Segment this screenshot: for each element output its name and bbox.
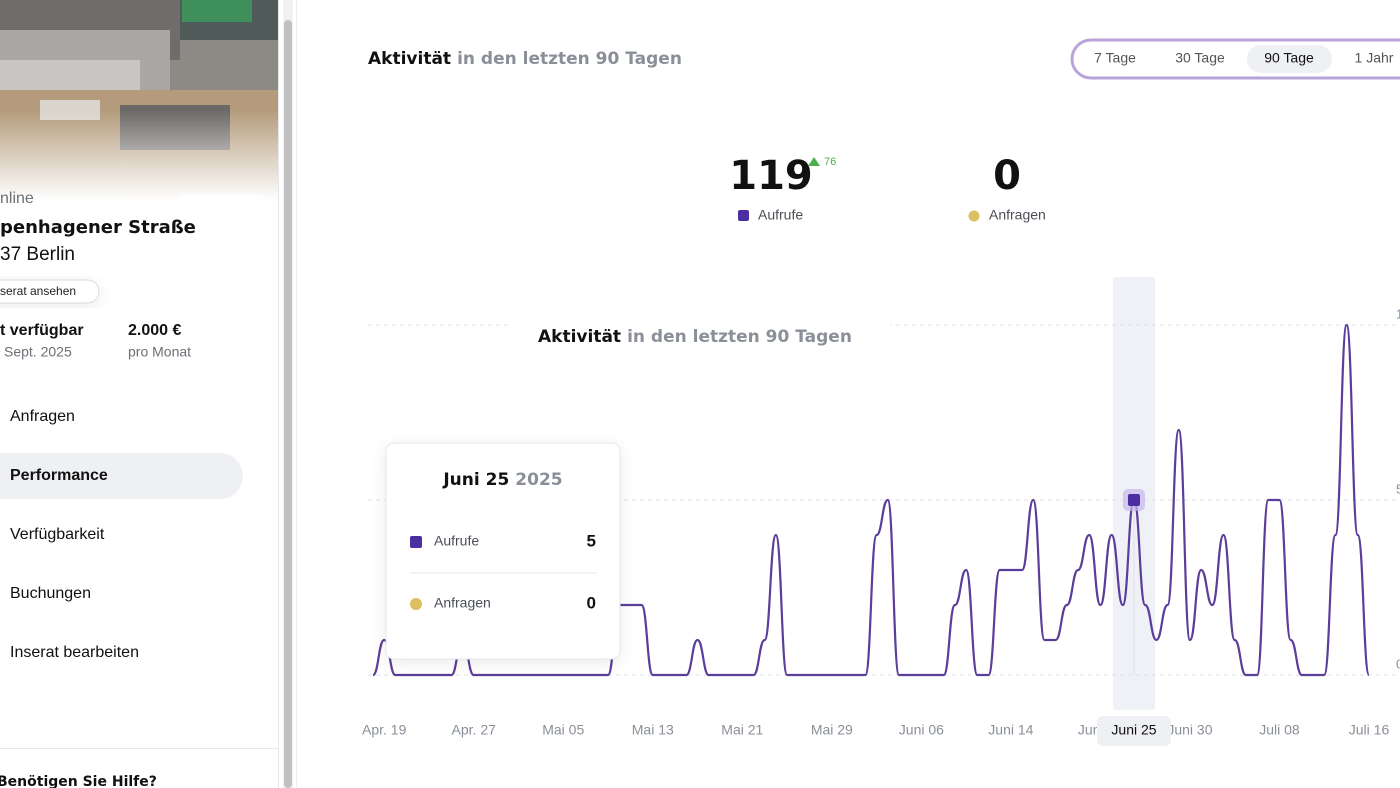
chart-subtitle: in den letzten 90 Tagen xyxy=(627,327,852,347)
legend-swatch xyxy=(968,210,980,222)
menu: Anfragen Performance Verfügbarkeit Buchunge… xyxy=(10,408,139,661)
tooltip-box xyxy=(385,442,621,660)
menu-active-bg xyxy=(0,453,243,499)
listing-photo xyxy=(0,0,278,222)
y-tick-label: 10 xyxy=(1396,306,1400,321)
chart-title: Aktivität xyxy=(538,327,621,347)
range-option[interactable]: 7 Tage xyxy=(1094,50,1136,66)
tooltip-date: Juni 25 xyxy=(442,470,509,490)
menu-item[interactable]: Performance xyxy=(10,467,108,484)
menu-item[interactable]: Verfügbarkeit xyxy=(10,526,105,543)
legend-label: Anfragen xyxy=(989,207,1046,223)
x-tick-label: Mai 05 xyxy=(542,722,584,738)
stat-value: 119 xyxy=(729,153,813,199)
city: 37 Berlin xyxy=(0,244,75,265)
menu-item[interactable]: Inserat bearbeiten xyxy=(10,644,139,661)
help-heading: Benötigen Sie Hilfe? xyxy=(0,774,157,788)
x-tick-label: Mai 29 xyxy=(811,722,853,738)
ranges: 7 Tage 30 Tage 90 Tage 1 Jahr xyxy=(1094,50,1394,66)
chart-heading: Aktivität in den letzten 90 Tagen xyxy=(538,327,852,347)
main-border xyxy=(296,0,297,788)
x-tick-label: Juni 14 xyxy=(988,722,1033,738)
tooltip-title: Juni 25 2025 xyxy=(442,470,562,490)
range-option[interactable]: 1 Jahr xyxy=(1355,50,1394,66)
y-tick-label: 5 xyxy=(1396,481,1400,496)
legend-label: Aufrufe xyxy=(758,207,803,223)
tooltip-year: 2025 xyxy=(515,470,562,490)
title: Aktivität xyxy=(368,49,451,69)
street: penhagener Straße xyxy=(0,217,196,238)
tooltip-swatch xyxy=(410,536,422,548)
scrollbar-thumb[interactable] xyxy=(284,20,292,788)
tooltip-label: Aufrufe xyxy=(434,533,479,549)
x-tick-label: Juli 08 xyxy=(1259,722,1300,738)
stat-value: 0 xyxy=(993,153,1021,199)
chart: 0 5 10 Aktivität in den letzten 90 Tagen Apr.… xyxy=(362,277,1400,746)
range-active-bg xyxy=(1247,45,1332,73)
availability-date: Sept. 2025 xyxy=(4,344,72,360)
tooltip-value: 0 xyxy=(587,593,596,612)
status: nline xyxy=(0,190,34,207)
button-label: serat ansehen xyxy=(0,284,76,298)
x-tick-label: Apr. 19 xyxy=(362,722,407,738)
sidebar-border xyxy=(278,0,279,788)
x-tick-label: Apr. 27 xyxy=(452,722,497,738)
menu-item[interactable]: Anfragen xyxy=(10,408,75,425)
x-tick-label: Mai 13 xyxy=(632,722,674,738)
view-listing-button[interactable]: serat ansehen xyxy=(0,279,100,304)
x-tick-label: Juni 06 xyxy=(899,722,944,738)
menu-item[interactable]: Buchungen xyxy=(10,585,91,602)
x-tick-label: Mai 21 xyxy=(721,722,763,738)
x-tick-label: Juli 16 xyxy=(1349,722,1390,738)
tooltip: Juni 25 2025 Aufrufe 5 Anfragen 0 xyxy=(385,442,621,660)
stat-change: 76 xyxy=(824,156,836,168)
price-unit: pro Monat xyxy=(128,344,191,360)
range-option[interactable]: 30 Tage xyxy=(1175,50,1225,66)
subtitle: in den letzten 90 Tagen xyxy=(457,49,682,69)
tooltip-swatch xyxy=(410,598,422,610)
x-active-bg xyxy=(1096,716,1171,746)
divider xyxy=(0,748,278,749)
range-option[interactable]: 90 Tage xyxy=(1264,50,1314,66)
price: 2.000 € xyxy=(128,322,181,339)
tooltip-label: Anfragen xyxy=(434,595,491,611)
up-arrow xyxy=(808,157,820,166)
y-tick-label: 0 xyxy=(1396,656,1400,671)
availability-label: t verfügbar xyxy=(0,322,84,339)
x-tick-label: Juni 25 xyxy=(1111,722,1156,738)
line xyxy=(371,323,1371,677)
point xyxy=(1127,494,1140,506)
section-title: Aktivität in den letzten 90 Tagen xyxy=(368,49,682,69)
tooltip-value: 5 xyxy=(587,531,596,550)
chart-heading-bg xyxy=(510,310,890,360)
legend-swatch xyxy=(738,210,749,221)
x-tick-label: Juni 30 xyxy=(1167,722,1212,738)
